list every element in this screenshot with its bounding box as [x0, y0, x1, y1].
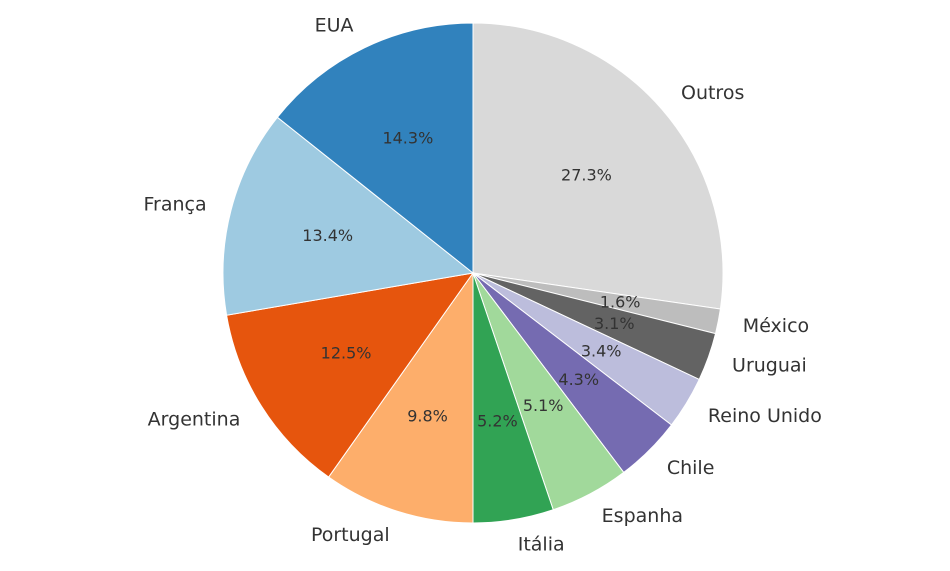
slice-argentina [226, 272, 475, 478]
pct-label-mexico: 1.6% [600, 293, 641, 312]
pct-label-uruguai: 3.1% [594, 314, 635, 333]
category-label-reino-unido: Reino Unido [708, 405, 822, 427]
pct-label-italia: 5.2% [477, 412, 518, 431]
pct-label-chile: 4.3% [558, 370, 599, 389]
category-label-chile: Chile [667, 457, 715, 479]
slice-eua [276, 22, 474, 275]
category-label-uruguai: Uruguai [732, 354, 807, 376]
category-label-outros: Outros [681, 82, 744, 104]
pct-label-outros: 27.3% [561, 165, 612, 184]
slices-layer [222, 22, 724, 524]
category-label-italia: Itália [518, 533, 565, 555]
pct-label-espanha: 5.1% [523, 396, 564, 415]
pct-label-argentina: 12.5% [321, 343, 372, 362]
slice-franca [222, 116, 475, 316]
category-label-argentina: Argentina [148, 409, 241, 431]
category-label-espanha: Espanha [602, 505, 683, 527]
category-label-eua: EUA [315, 14, 354, 36]
slice-outros [472, 22, 724, 310]
category-label-mexico: México [743, 315, 809, 337]
pct-label-portugal: 9.8% [407, 406, 448, 425]
pct-label-eua: 14.3% [382, 128, 433, 147]
pct-label-reino-unido: 3.4% [581, 341, 622, 360]
pct-label-franca: 13.4% [302, 226, 353, 245]
category-label-portugal: Portugal [311, 524, 390, 546]
labels-layer: 27.3% Outros 1.6% México 3.1% Uruguai 3.4% Rein… [143, 14, 821, 555]
slice-portugal [327, 271, 474, 524]
category-label-franca: França [143, 194, 206, 216]
